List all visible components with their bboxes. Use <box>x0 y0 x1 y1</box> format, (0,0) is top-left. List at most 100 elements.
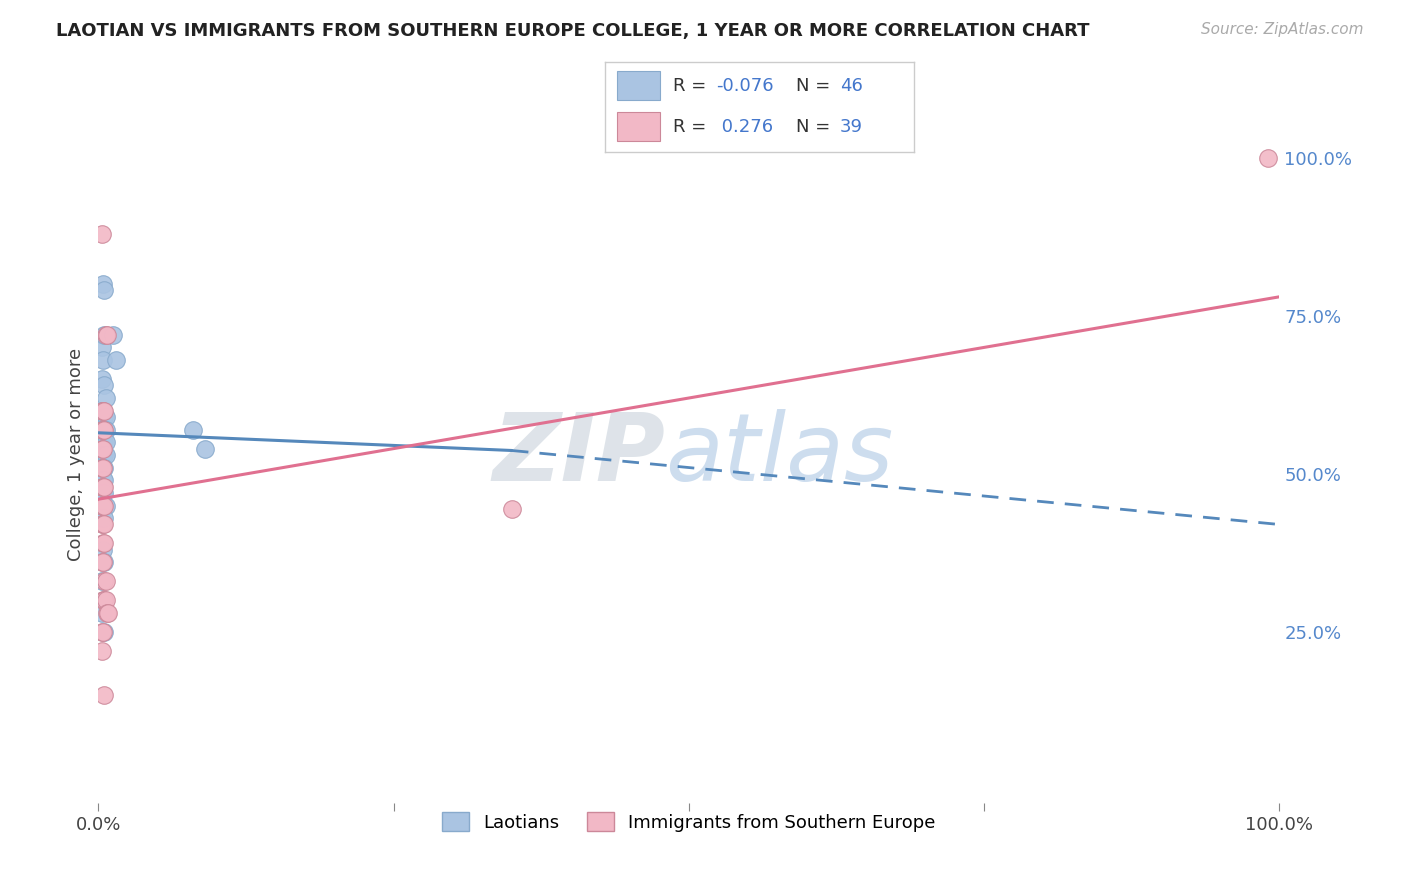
Point <box>91 536 114 550</box>
Point <box>93 435 115 450</box>
Point <box>96 606 118 620</box>
Point <box>91 473 114 487</box>
Legend: Laotians, Immigrants from Southern Europe: Laotians, Immigrants from Southern Europ… <box>434 805 943 839</box>
Point <box>91 473 114 487</box>
Point <box>105 353 128 368</box>
Point <box>94 499 117 513</box>
Text: N =: N = <box>796 77 837 95</box>
Point <box>93 284 115 298</box>
Point <box>94 391 117 405</box>
Point <box>93 423 115 437</box>
Point <box>501 501 523 516</box>
Point <box>93 409 115 424</box>
Point <box>93 403 115 417</box>
Y-axis label: College, 1 year or more: College, 1 year or more <box>66 349 84 561</box>
Point <box>101 327 124 342</box>
Point <box>93 625 115 640</box>
Point <box>91 448 114 462</box>
Text: N =: N = <box>796 118 837 136</box>
Point <box>94 574 117 589</box>
Point <box>91 517 114 532</box>
Point <box>91 448 114 462</box>
Point <box>91 423 114 437</box>
Text: ZIP: ZIP <box>492 409 665 501</box>
Point <box>91 403 114 417</box>
Point <box>93 511 115 525</box>
Point <box>94 448 117 462</box>
Point <box>91 542 114 557</box>
Point <box>91 479 114 493</box>
Point <box>1257 151 1279 165</box>
Point <box>93 423 115 437</box>
Point <box>91 556 114 570</box>
Point <box>91 423 114 437</box>
Point <box>93 448 115 462</box>
Point <box>91 403 114 417</box>
Point <box>91 625 114 640</box>
Point <box>91 606 114 620</box>
Point <box>181 423 204 437</box>
Text: R =: R = <box>672 118 711 136</box>
Point <box>93 499 115 513</box>
Point <box>93 593 115 607</box>
Point <box>91 372 114 386</box>
Point <box>91 574 114 589</box>
Text: LAOTIAN VS IMMIGRANTS FROM SOUTHERN EUROPE COLLEGE, 1 YEAR OR MORE CORRELATION C: LAOTIAN VS IMMIGRANTS FROM SOUTHERN EURO… <box>56 22 1090 40</box>
Point <box>91 460 114 475</box>
Point <box>93 556 115 570</box>
Point <box>91 644 114 658</box>
Point <box>91 403 114 417</box>
Point <box>93 479 115 493</box>
Point <box>91 435 114 450</box>
Point <box>93 486 115 500</box>
Text: 0.276: 0.276 <box>716 118 773 136</box>
Text: atlas: atlas <box>665 409 894 500</box>
Point <box>91 423 114 437</box>
Point <box>93 517 115 532</box>
Point <box>91 442 114 456</box>
Point <box>91 227 114 241</box>
Point <box>91 479 114 493</box>
Text: Source: ZipAtlas.com: Source: ZipAtlas.com <box>1201 22 1364 37</box>
Point <box>94 593 117 607</box>
Point <box>91 593 114 607</box>
Point <box>91 403 114 417</box>
Text: 39: 39 <box>839 118 863 136</box>
Point <box>93 473 115 487</box>
Point <box>91 460 114 475</box>
Point <box>91 625 114 640</box>
Point <box>91 499 114 513</box>
Point <box>91 499 114 513</box>
Text: R =: R = <box>672 77 711 95</box>
Point <box>91 340 114 354</box>
Point <box>94 423 117 437</box>
Point <box>91 353 114 368</box>
Bar <box>617 71 661 100</box>
Point <box>91 460 114 475</box>
Text: 46: 46 <box>839 77 862 95</box>
Text: -0.076: -0.076 <box>716 77 773 95</box>
Point <box>91 277 114 292</box>
Bar <box>617 112 661 141</box>
Point <box>93 378 115 392</box>
Point <box>91 511 114 525</box>
Point <box>91 556 114 570</box>
Point <box>93 536 115 550</box>
Point <box>97 606 120 620</box>
Point <box>94 327 117 342</box>
Point <box>93 574 115 589</box>
Point <box>96 327 118 342</box>
Point <box>194 442 217 456</box>
Point <box>94 409 117 424</box>
Point <box>93 460 115 475</box>
Point <box>91 460 114 475</box>
Point <box>91 486 114 500</box>
Point <box>91 423 114 437</box>
Point <box>93 688 115 702</box>
Point <box>91 435 114 450</box>
Point <box>91 442 114 456</box>
Point <box>91 499 114 513</box>
Point <box>91 517 114 532</box>
Point <box>93 593 115 607</box>
Point <box>93 327 115 342</box>
